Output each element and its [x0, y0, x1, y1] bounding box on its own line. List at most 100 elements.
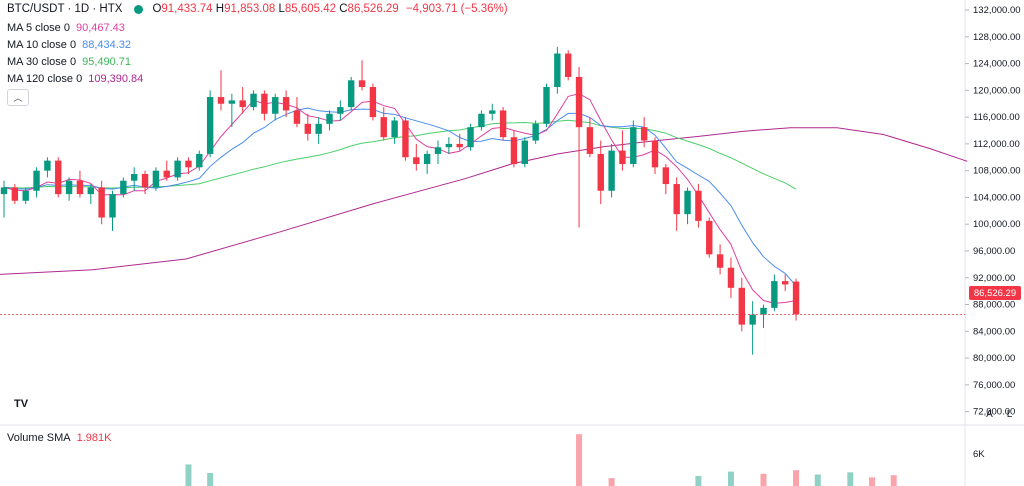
candle-body: [65, 180, 73, 195]
candle-body: [348, 80, 355, 108]
candle-body: [315, 123, 322, 134]
price-tick-label: 72,000.00: [973, 407, 1015, 418]
candle-body: [456, 143, 463, 148]
log-scale-button[interactable]: L: [1006, 409, 1013, 420]
price-tick-label: 76,000.00: [973, 380, 1015, 391]
volume-bar: [869, 477, 875, 486]
price-tick-label: 96,000.00: [973, 246, 1015, 257]
ma30-series: [3, 119, 797, 190]
legend-ma10-value: 88,434.32: [82, 39, 132, 51]
auto-scale-button[interactable]: A: [986, 409, 993, 420]
candle-body: [554, 53, 561, 88]
candle-body: [489, 110, 496, 114]
price-tick-label: 116,000.00: [973, 112, 1020, 123]
candle-body: [0, 187, 8, 195]
price-tick-label: 128,000.00: [973, 32, 1021, 43]
legend-ma5[interactable]: MA 5 close 0 90,467.43: [7, 22, 125, 34]
candle-body: [402, 120, 409, 158]
candle-body: [749, 314, 756, 325]
candle-body: [792, 281, 800, 315]
candle-body: [478, 113, 485, 128]
price-tick-label: 84,000.00: [973, 326, 1015, 337]
volume-bar: [727, 471, 734, 486]
volume-bar: [207, 473, 214, 486]
candle-body: [152, 170, 160, 188]
candle-body: [163, 170, 170, 178]
candle-body: [228, 100, 236, 104]
tradingview-logo[interactable]: TV: [13, 398, 29, 410]
price-tick-label: 132,000.00: [973, 5, 1021, 16]
candle-body: [44, 160, 51, 171]
price-axis: 132,000.00 128,000.00 124,000.00 120,000.00…: [965, 5, 1021, 418]
volume-bar: [814, 474, 821, 486]
ohlc-values: O91,433.74 H91,853.08 L85,605.42 C86,526…: [152, 3, 508, 15]
candle-body: [185, 160, 192, 168]
candlestick-series: [0, 46, 800, 355]
price-tick-label: 112,000.00: [973, 139, 1020, 150]
candle-body: [304, 123, 311, 134]
symbol-label[interactable]: BTC/USDT · 1D · HTX: [7, 3, 123, 15]
candle-body: [239, 100, 246, 108]
current-price-tag: 86,526.29: [969, 286, 1021, 300]
candle-body: [673, 184, 680, 215]
candle-body: [120, 180, 127, 195]
volume-legend[interactable]: Volume SMA 1.981K: [7, 432, 112, 444]
candle-body: [727, 267, 735, 288]
candle-body: [597, 153, 604, 191]
ma5-line: [3, 93, 797, 304]
candle-body: [369, 87, 377, 118]
candle-body: [326, 113, 333, 124]
volume-bar: [695, 475, 702, 486]
candle-body: [651, 140, 659, 168]
price-tick-label: 120,000.00: [973, 85, 1021, 96]
candle-body: [771, 281, 778, 308]
candle-body: [738, 287, 745, 325]
candle-body: [434, 147, 442, 154]
candle-body: [619, 150, 626, 164]
candle-body: [131, 174, 138, 181]
candle-body: [695, 190, 702, 221]
price-tick-label: 124,000.00: [973, 59, 1021, 70]
candle-body: [358, 80, 366, 88]
price-tick-label: 108,000.00: [973, 166, 1021, 177]
volume-bar: [760, 473, 767, 486]
price-tick-label: 88,000.00: [973, 300, 1015, 311]
candle-body: [33, 170, 40, 191]
volume-bar: [847, 472, 854, 486]
candle-body: [272, 97, 279, 114]
volume-bar: [793, 470, 800, 486]
volume-bar: [185, 464, 192, 486]
ma5-series: [3, 93, 797, 304]
candle-body: [196, 153, 203, 168]
volume-series: [185, 434, 897, 486]
legend-ma120[interactable]: MA 120 close 0 109,390.84: [7, 73, 144, 85]
candle-body: [499, 110, 507, 138]
candle-body: [217, 97, 225, 104]
collapse-legend-button[interactable]: ︿: [7, 89, 29, 106]
legend-ma30[interactable]: MA 30 close 0 95,490.71: [7, 56, 132, 68]
volume-sma-value: 1.981K: [76, 432, 112, 444]
candle-body: [413, 157, 420, 164]
candle-body: [11, 187, 19, 201]
legend-ma5-value: 90,467.43: [75, 22, 125, 34]
volume-bar: [608, 478, 615, 486]
ma120-line: [0, 127, 968, 275]
candle-body: [109, 194, 116, 218]
candle-body: [640, 127, 648, 141]
candle-body: [575, 76, 583, 128]
candle-body: [98, 187, 105, 218]
candle-body: [55, 160, 62, 195]
legend-ma10[interactable]: MA 10 close 0 88,434.32: [7, 39, 132, 51]
candle-body: [684, 190, 691, 215]
price-tick-label: 100,000.00: [973, 219, 1021, 230]
candle-body: [380, 117, 387, 138]
price-tick-label: 80,000.00: [973, 353, 1015, 364]
price-tick-label: 92,000.00: [973, 273, 1015, 284]
candle-body: [510, 137, 518, 164]
candle-body: [76, 180, 84, 195]
candle-body: [565, 53, 572, 77]
ma120-series: [0, 127, 968, 275]
change-value: −4,903.71 (−5.36%): [405, 3, 508, 15]
price-tick-label: 104,000.00: [973, 192, 1021, 203]
